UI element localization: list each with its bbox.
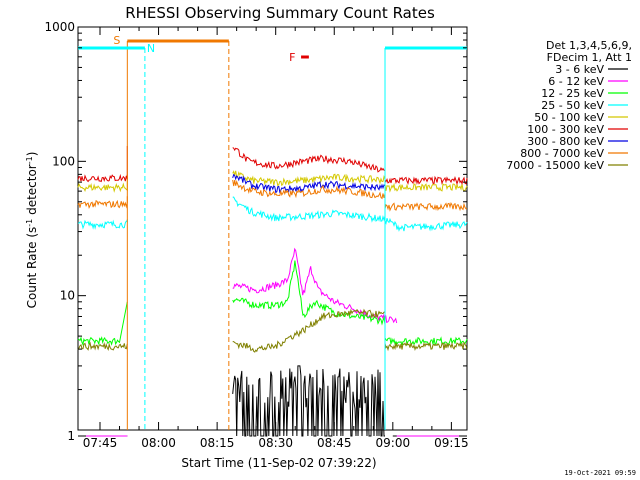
x-tick-label: 08:15 [200,436,235,450]
legend-label: 100 - 300 keV [527,123,604,136]
series-segment [232,147,386,173]
legend-label: 300 - 800 keV [527,135,604,148]
footer-timestamp: 19-Oct-2021 09:59 [564,469,636,477]
y-tick-label: 1 [67,429,75,443]
y-tick-label: 10 [60,289,75,303]
x-tick-label: 09:00 [376,436,411,450]
series-layer [77,146,468,437]
series-segment [232,173,386,194]
series-segment [232,247,398,324]
y-axis-label-part1: Count Rate (s [25,227,39,309]
legend-label: 50 - 100 keV [534,111,604,124]
flag-s-0: S [113,34,230,430]
x-tick-label: 08:45 [317,436,352,450]
series-segment [77,146,128,183]
series-50-100-keV-kev-line [77,170,468,193]
series-segment [232,170,386,187]
flag-f-3: F [289,51,309,64]
legend-label: 12 - 25 keV [541,87,604,100]
axis-layer: 07:45 08:00 08:15 08:30 08:45 09:00 09:15 1 10 10… [44,20,468,450]
flag-n-2 [384,46,467,430]
series-segment [232,196,386,223]
x-axis-label: Start Time (11-Sep-02 07:39:22) [181,456,376,470]
legend: Det 1,3,4,5,6,9, FDecim 1, Att 1 3 - 6 k… [506,39,632,172]
series-segment [384,182,468,193]
series-segment [232,260,386,326]
series-segment [384,202,468,212]
series-segment [232,179,386,200]
flag-layer: S N F [78,34,467,430]
series-7000-15000-keV-kev-line [77,308,468,353]
series-segment [77,219,128,230]
chart-title: RHESSI Observing Summary Count Rates [125,4,435,22]
series-segment [232,365,385,437]
x-tick-label: 09:15 [434,436,469,450]
series-6-12-keV-kev-line [78,247,467,437]
y-axis-label-sup2: -1 [25,156,34,164]
x-tick-label: 08:00 [141,436,176,450]
series-segment [77,196,128,209]
series-segment [384,175,468,186]
y-axis-label: Count Rate (s-1 detector-1) [25,152,40,309]
series-3-6-keV-kev-line [78,365,467,437]
legend-header-line1: Det 1,3,4,5,6,9, [546,39,632,52]
legend-label: 800 - 7000 keV [520,147,604,160]
series-800-7000-keV-kev-line [77,179,468,212]
series-segment [384,340,468,352]
series-segment [77,341,128,351]
flag-n-1: N [78,42,155,430]
legend-label: 6 - 12 keV [548,75,604,88]
legend-label: 25 - 50 keV [541,99,604,112]
series-300-800-keV-kev-line [232,173,386,194]
plot-frame [77,26,468,431]
x-tick-label: 07:45 [83,436,118,450]
y-axis-label-sup1: -1 [25,219,34,227]
series-segment [77,301,128,347]
legend-label: 7000 - 15000 keV [506,159,604,172]
flag-label: F [289,51,295,64]
flag-label: S [113,34,120,47]
x-tick-label: 08:30 [258,436,293,450]
series-segment [384,336,468,347]
y-tick-label: 100 [52,154,75,168]
y-axis-label-part2: detector [25,164,39,219]
y-tick-label: 1000 [44,20,75,34]
series-100-300-keV-kev-line [77,146,468,186]
series-25-50-keV-kev-line [77,196,468,232]
flag-label: N [147,42,155,55]
y-axis-label-part3: ) [25,152,39,157]
legend-header-line2: FDecim 1, Att 1 [547,51,632,64]
legend-label: 3 - 6 keV [555,63,604,76]
series-segment [77,174,128,193]
series-12-25-keV-kev-line [77,260,468,347]
series-segment [384,217,468,232]
series-segment [232,308,386,353]
